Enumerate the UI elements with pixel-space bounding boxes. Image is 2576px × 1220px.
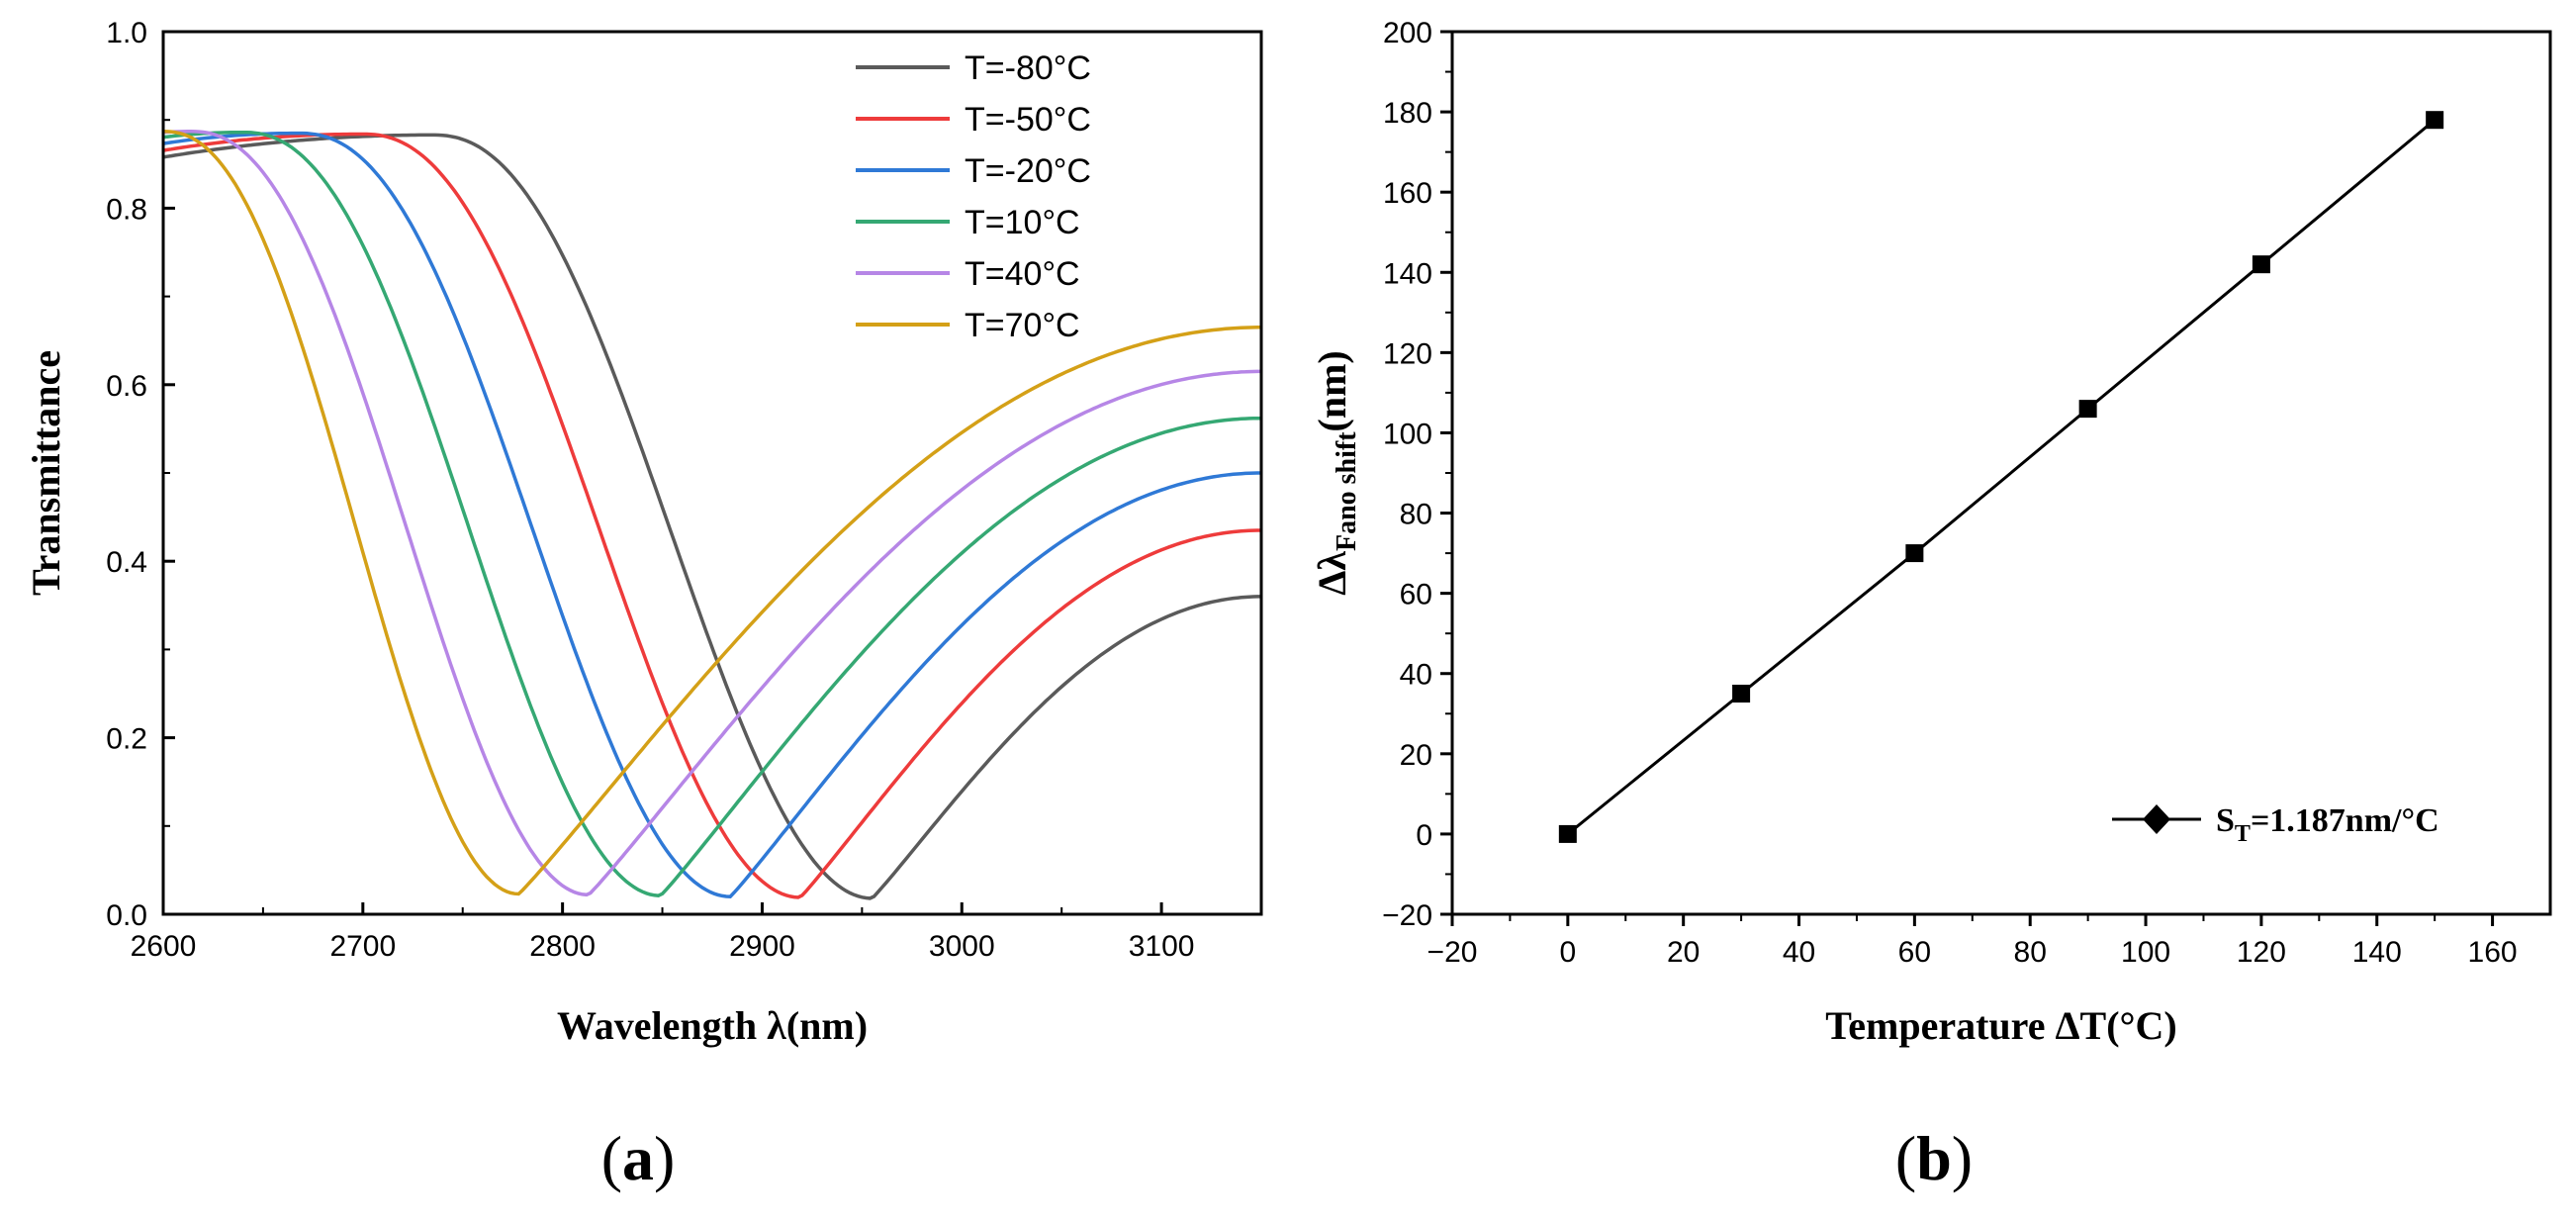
x-tick-label: 2900 <box>729 930 795 963</box>
y-tick-label: 180 <box>1383 97 1432 130</box>
panel-b-caption-letter: b <box>1916 1123 1952 1193</box>
panel-b-x-ticks: −20 0 20 40 60 80 100 120 140 160 <box>1427 914 2518 969</box>
x-tick-label: 80 <box>2014 936 2047 969</box>
panel-a-chart: 2600 2700 2800 2900 3000 3100 0.0 0.2 0.4 0.6 0.8… <box>24 17 1263 1193</box>
panel-a-caption-letter: a <box>622 1123 654 1193</box>
panel-b-legend: ST=1.187nm/°C <box>2112 802 2439 847</box>
y-tick-label: 0.8 <box>106 193 147 226</box>
series-line-4 <box>162 130 1261 897</box>
y-tick-label: −20 <box>1382 899 1432 932</box>
series-line-0 <box>162 133 1261 900</box>
series-line-2 <box>162 131 1261 898</box>
x-tick-label: 2800 <box>529 930 596 963</box>
y-tick-label: 20 <box>1400 739 1432 772</box>
panel-b-y-axis-label: ΔλFano shift(nm) <box>1310 350 1362 596</box>
panel-b-frame <box>1450 30 2552 916</box>
legend-label-sensitivity: ST=1.187nm/°C <box>2216 802 2439 847</box>
data-point <box>2426 111 2444 130</box>
transmittance-curves <box>162 130 1261 900</box>
x-tick-label: 2600 <box>131 930 197 963</box>
x-tick-label: 0 <box>1559 936 1576 969</box>
x-tick-label: 140 <box>2352 936 2402 969</box>
panel-b-caption: (b) <box>1895 1123 1973 1193</box>
x-tick-label: 3000 <box>929 930 995 963</box>
y-tick-label: 0.2 <box>106 723 147 756</box>
panel-a-y-axis-label: Transmittance <box>24 350 68 596</box>
panel-b-chart: −20 0 20 40 60 80 100 120 140 160 −20 0 20 40 60 80 100… <box>1310 17 2552 1193</box>
series-line-5 <box>162 130 1261 896</box>
legend-diamond-marker <box>2143 804 2170 834</box>
series-line-3 <box>162 130 1261 897</box>
series-line-1 <box>162 132 1261 899</box>
panel-a-x-ticks: 2600 2700 2800 2900 3000 3100 <box>131 902 1195 963</box>
panel-a-legend: T=-80°C T=-50°C T=-20°C T=10°C T=40°C T=70°C <box>856 49 1091 344</box>
x-tick-label: 3100 <box>1129 930 1195 963</box>
panel-b-x-axis-label: Temperature ΔT(°C) <box>1825 1003 2176 1048</box>
sensitivity-line <box>1566 119 2437 836</box>
y-tick-label: 0.4 <box>106 546 147 579</box>
y-tick-label: 80 <box>1400 499 1432 531</box>
data-point <box>1732 685 1751 703</box>
y-tick-label: 100 <box>1383 418 1432 450</box>
panel-b-y-ticks: −20 0 20 40 60 80 100 120 140 160 180 200 <box>1382 17 1452 932</box>
x-tick-label: −20 <box>1427 936 1478 969</box>
y-tick-label: 0 <box>1416 819 1432 852</box>
y-tick-label: 140 <box>1383 257 1432 290</box>
x-tick-label: 20 <box>1667 936 1700 969</box>
y-tick-label: 1.0 <box>106 17 147 49</box>
x-tick-label: 2700 <box>329 930 396 963</box>
panel-a-frame <box>161 30 1263 916</box>
legend-label-5: T=70°C <box>965 307 1080 344</box>
x-tick-label: 40 <box>1783 936 1815 969</box>
panel-a-x-axis-label: Wavelength λ(nm) <box>557 1003 868 1048</box>
x-tick-label: 160 <box>2468 936 2518 969</box>
legend-label-1: T=-50°C <box>965 101 1091 139</box>
y-tick-label: 200 <box>1383 17 1432 49</box>
y-tick-label: 120 <box>1383 337 1432 370</box>
panel-a-y-ticks: 0.0 0.2 0.4 0.6 0.8 1.0 <box>106 17 175 932</box>
sensitivity-series <box>1558 111 2444 843</box>
legend-label-3: T=10°C <box>965 204 1080 241</box>
data-point <box>1905 544 1924 563</box>
data-point <box>1558 824 1577 843</box>
x-tick-label: 120 <box>2237 936 2286 969</box>
x-tick-label: 60 <box>1898 936 1931 969</box>
legend-label-0: T=-80°C <box>965 49 1091 87</box>
y-tick-label: 160 <box>1383 177 1432 210</box>
data-point <box>2078 400 2097 419</box>
y-tick-label: 0.6 <box>106 370 147 403</box>
legend-label-2: T=-20°C <box>965 152 1091 190</box>
panel-a-caption: (a) <box>601 1123 676 1193</box>
y-tick-label: 0.0 <box>106 899 147 932</box>
data-point <box>2252 255 2270 274</box>
x-tick-label: 100 <box>2121 936 2170 969</box>
y-tick-label: 60 <box>1400 579 1432 611</box>
legend-label-4: T=40°C <box>965 255 1080 293</box>
y-tick-label: 40 <box>1400 659 1432 692</box>
